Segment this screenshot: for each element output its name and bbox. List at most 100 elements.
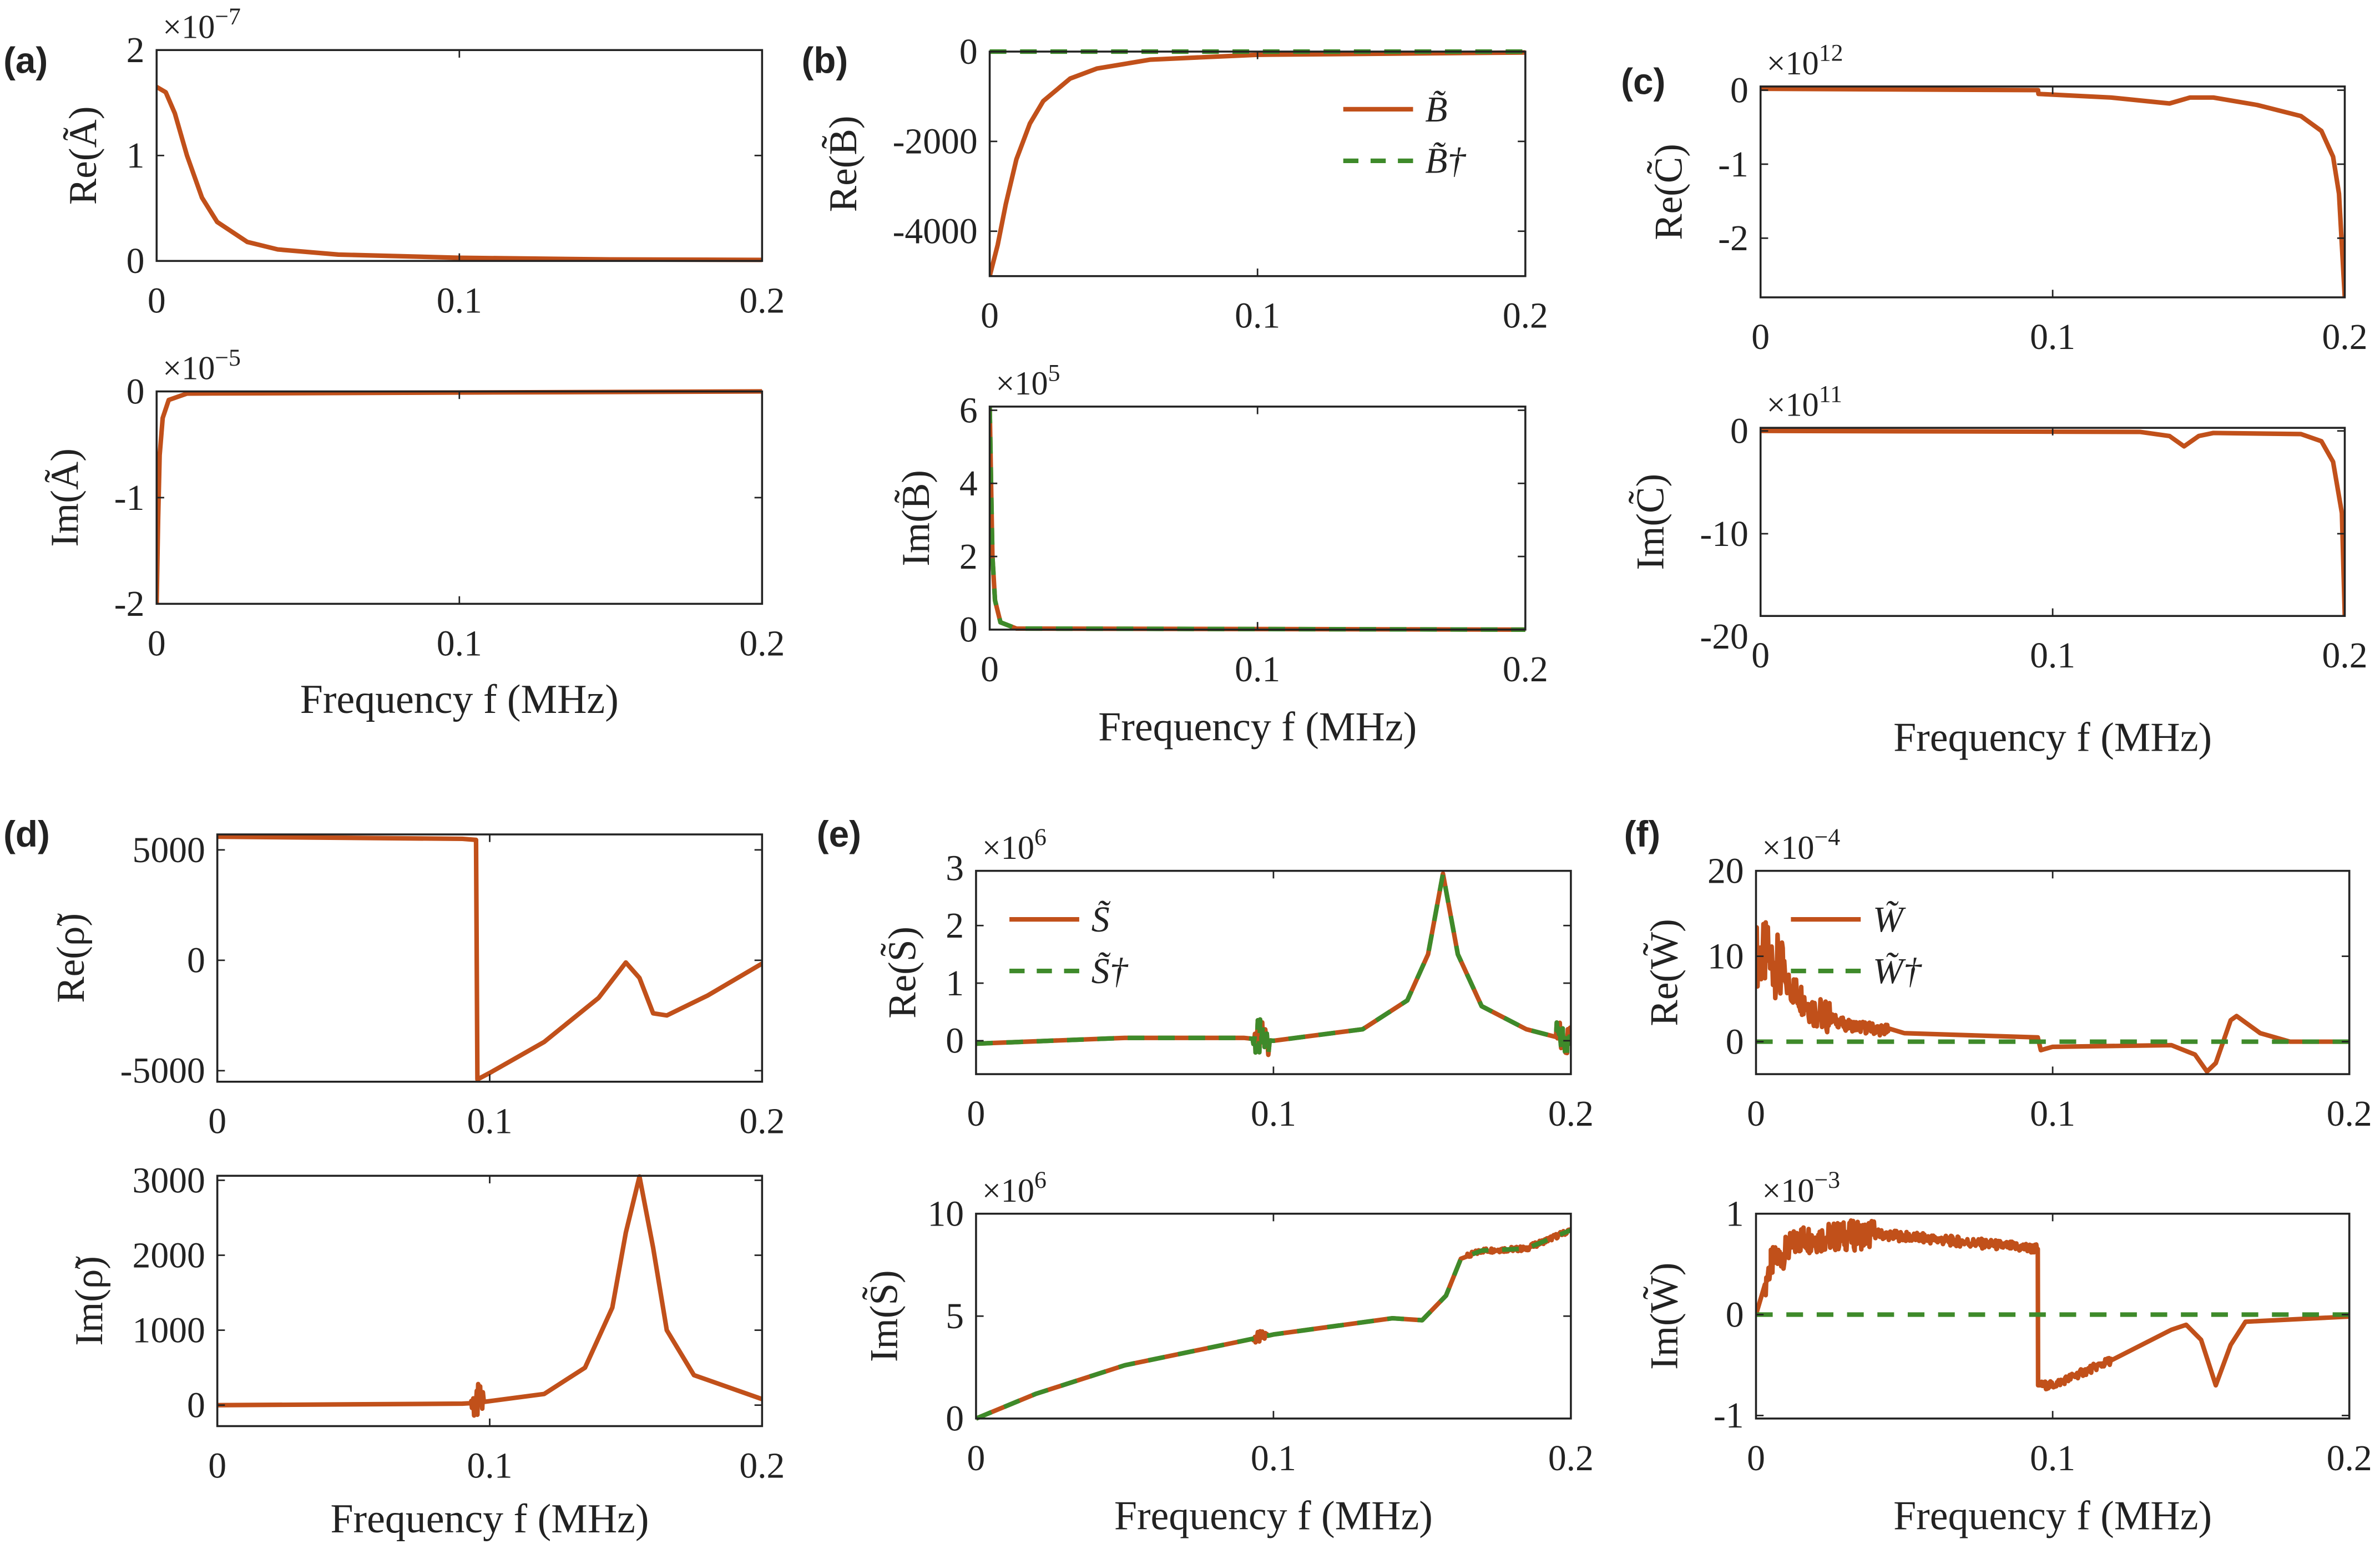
y-tick-label: 0 (1726, 1295, 1744, 1335)
x-tick-label: 0.1 (437, 281, 482, 321)
x-tick-label: 0.1 (1235, 650, 1280, 690)
x-axis-label: Frequency f (MHz) (1098, 703, 1417, 749)
y-tick-label: 2 (959, 537, 978, 577)
series-line-dagger (989, 406, 1525, 632)
panel-label: (b) (801, 40, 848, 80)
multiplier-base: ×10 (982, 829, 1034, 867)
y-tick-label: -10 (1700, 514, 1748, 554)
series-line-main (976, 1227, 1571, 1421)
panel-label: (e) (817, 814, 861, 854)
x-tick-label: 0.2 (1548, 1094, 1594, 1134)
legend: W̃ W̃† (1791, 900, 1922, 991)
y-tick-label: 2 (127, 31, 145, 70)
multiplier-exponent: 6 (1034, 824, 1047, 851)
y-tick-label: 0 (1730, 412, 1749, 452)
y-tick-label: -5000 (120, 1051, 205, 1091)
axis-multiplier: ×1011 (1767, 381, 1842, 424)
y-tick-label: -20 (1700, 617, 1748, 657)
multiplier-base: ×10 (996, 365, 1048, 402)
multiplier-base: ×10 (163, 350, 215, 387)
y-tick-label: 1 (1726, 1194, 1744, 1234)
x-tick-label: 0.1 (2030, 317, 2075, 357)
y-tick-label: 0 (187, 941, 205, 981)
y-axis-label: Im(B̃) (894, 470, 938, 566)
y-tick-label: -1 (114, 478, 145, 518)
series-line-main (1760, 428, 2345, 616)
y-tick-label: 20 (1707, 852, 1744, 892)
axes-box (1759, 85, 2346, 298)
x-tick-label: 0.1 (467, 1102, 512, 1142)
multiplier-exponent: −5 (215, 345, 241, 371)
y-tick-label: 1000 (133, 1310, 205, 1350)
x-tick-label: 0.2 (739, 624, 785, 664)
subplot-real: 0 0.1 0.2 0 1 2 Re(Ã) ×10−7 (62, 3, 785, 321)
legend-entry: B̃ (1425, 90, 1447, 130)
axis-multiplier: ×106 (982, 824, 1047, 867)
multiplier-base: ×10 (163, 8, 215, 45)
series-line-main (217, 1174, 762, 1418)
axes-box (988, 406, 1527, 631)
y-tick-label: 0 (187, 1386, 205, 1426)
x-tick-label: 0.1 (2030, 636, 2075, 676)
y-tick-label: 0 (959, 610, 978, 650)
x-tick-label: 0 (967, 1439, 986, 1479)
y-axis-label: Re(C̃) (1646, 144, 1691, 240)
axes-box (155, 390, 764, 605)
panel-label: (a) (3, 40, 48, 80)
y-tick-label: -4000 (893, 212, 978, 252)
x-tick-label: 0.1 (1251, 1094, 1296, 1134)
y-tick-label: -2000 (893, 122, 978, 162)
multiplier-base: ×10 (982, 1172, 1034, 1209)
axis-multiplier: ×10−5 (163, 345, 241, 387)
series-line-main (156, 85, 762, 262)
axes-box (216, 1175, 764, 1427)
series-line-main (217, 834, 762, 1082)
series-line-main (989, 50, 1525, 277)
x-tick-label: 0.1 (1235, 296, 1280, 336)
subplot-imag: 0 0.1 0.2 -20 -10 0 Im(C̃) ×1011 (1628, 381, 2367, 676)
multiplier-base: ×10 (1767, 386, 1819, 423)
series-line-main (156, 389, 762, 604)
legend: S̃ S̃† (1009, 900, 1129, 991)
y-tick-label: 3 (946, 848, 964, 888)
y-tick-label: 2000 (133, 1236, 205, 1275)
series-line-main (976, 871, 1571, 1057)
subplot-imag: 0 0.1 0.2 0 2 4 6 Im(B̃) ×105 (894, 360, 1548, 689)
multiplier-exponent: −7 (215, 3, 241, 30)
legend: B̃ B̃† (1343, 90, 1466, 181)
x-tick-label: 0 (981, 650, 999, 690)
y-tick-label: 0 (127, 241, 145, 281)
x-tick-label: 0 (148, 624, 166, 664)
axis-multiplier: ×10−3 (1762, 1167, 1840, 1209)
y-tick-label: 10 (1707, 937, 1744, 976)
y-axis-label: Im(S̃) (862, 1270, 906, 1362)
x-tick-label: 0.2 (2322, 317, 2368, 357)
series-line-main (1760, 86, 2345, 298)
multiplier-exponent: −4 (1815, 824, 1841, 851)
x-axis-label: Frequency f (MHz) (300, 676, 619, 722)
axes-box (155, 49, 764, 262)
x-tick-label: 0.2 (1503, 296, 1548, 336)
y-tick-label: 0 (1730, 70, 1749, 110)
y-tick-label: -1 (1714, 1396, 1744, 1436)
legend-entry: W̃ (1873, 900, 1906, 940)
subplot-real: 0 0.1 0.2 -4000 -2000 0 Re(B̃) (821, 32, 1548, 336)
y-tick-label: -1 (1718, 145, 1749, 185)
axes-box (1759, 427, 2346, 617)
x-tick-label: 0 (967, 1094, 986, 1134)
x-tick-label: 0.2 (1503, 650, 1548, 690)
y-tick-label: 5000 (133, 831, 205, 870)
y-tick-label: 10 (927, 1194, 964, 1234)
series-line-main (989, 406, 1525, 632)
x-tick-label: 0 (1747, 1094, 1765, 1134)
x-tick-label: 0.2 (2327, 1439, 2372, 1479)
subplot-imag: 0 0.1 0.2 -2 -1 0 Im(Ã) ×10−5 (43, 345, 785, 664)
y-tick-label: 0 (946, 1399, 964, 1439)
y-tick-label: 1 (946, 964, 964, 1004)
y-tick-label: 2 (946, 906, 964, 946)
subplot-imag: 0 0.1 0.2 0 1000 2000 3000 Im(ρ̃) (68, 1161, 785, 1486)
